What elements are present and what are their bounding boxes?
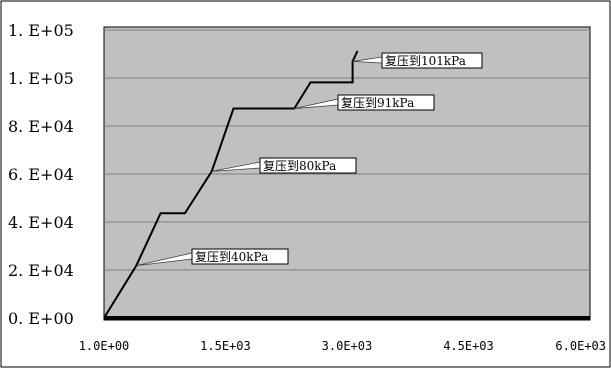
annotation-box xyxy=(259,157,357,174)
annotation-box xyxy=(337,94,435,111)
gridlines xyxy=(104,29,590,271)
x-tick-label: 1.5E+03 xyxy=(200,339,251,353)
x-tick-label: 1.0E+00 xyxy=(79,339,130,353)
y-axis-tick-labels: 0. E+00 2. E+04 4. E+04 6. E+04 8. E+04 1. E+… xyxy=(8,21,74,328)
annotations: 复压到40kPa 复压到80kPa 复压到91kPa 复压到101kPa xyxy=(136,52,483,267)
annotation-label: 复压到80kPa xyxy=(263,159,336,173)
y-tick-label: 0. E+00 xyxy=(8,309,74,328)
annotation-box xyxy=(191,248,289,265)
x-tick-label: 6.0E+03 xyxy=(555,339,606,353)
y-tick-label: 8. E+04 xyxy=(8,117,74,136)
annotation-label: 复压到40kPa xyxy=(195,250,268,264)
x-tick-label: 3.0E+03 xyxy=(322,339,373,353)
annotation-label: 复压到101kPa xyxy=(385,54,466,68)
x-axis-tick-labels: 1.0E+00 1.5E+03 3.0E+03 4.5E+03 6.0E+03 xyxy=(79,339,606,353)
y-tick-label: 4. E+04 xyxy=(8,213,74,232)
y-tick-label: 2. E+04 xyxy=(8,261,74,280)
y-tick-label: 1. E+05 xyxy=(8,69,74,88)
series-line xyxy=(103,50,359,319)
y-tick-label: 6. E+04 xyxy=(8,165,74,184)
annotation-box xyxy=(381,52,483,69)
data-series xyxy=(103,50,359,319)
annotation-label: 复压到91kPa xyxy=(341,96,414,110)
y-tick-label: 1. E+05 xyxy=(8,21,74,40)
x-tick-label: 4.5E+03 xyxy=(443,339,494,353)
